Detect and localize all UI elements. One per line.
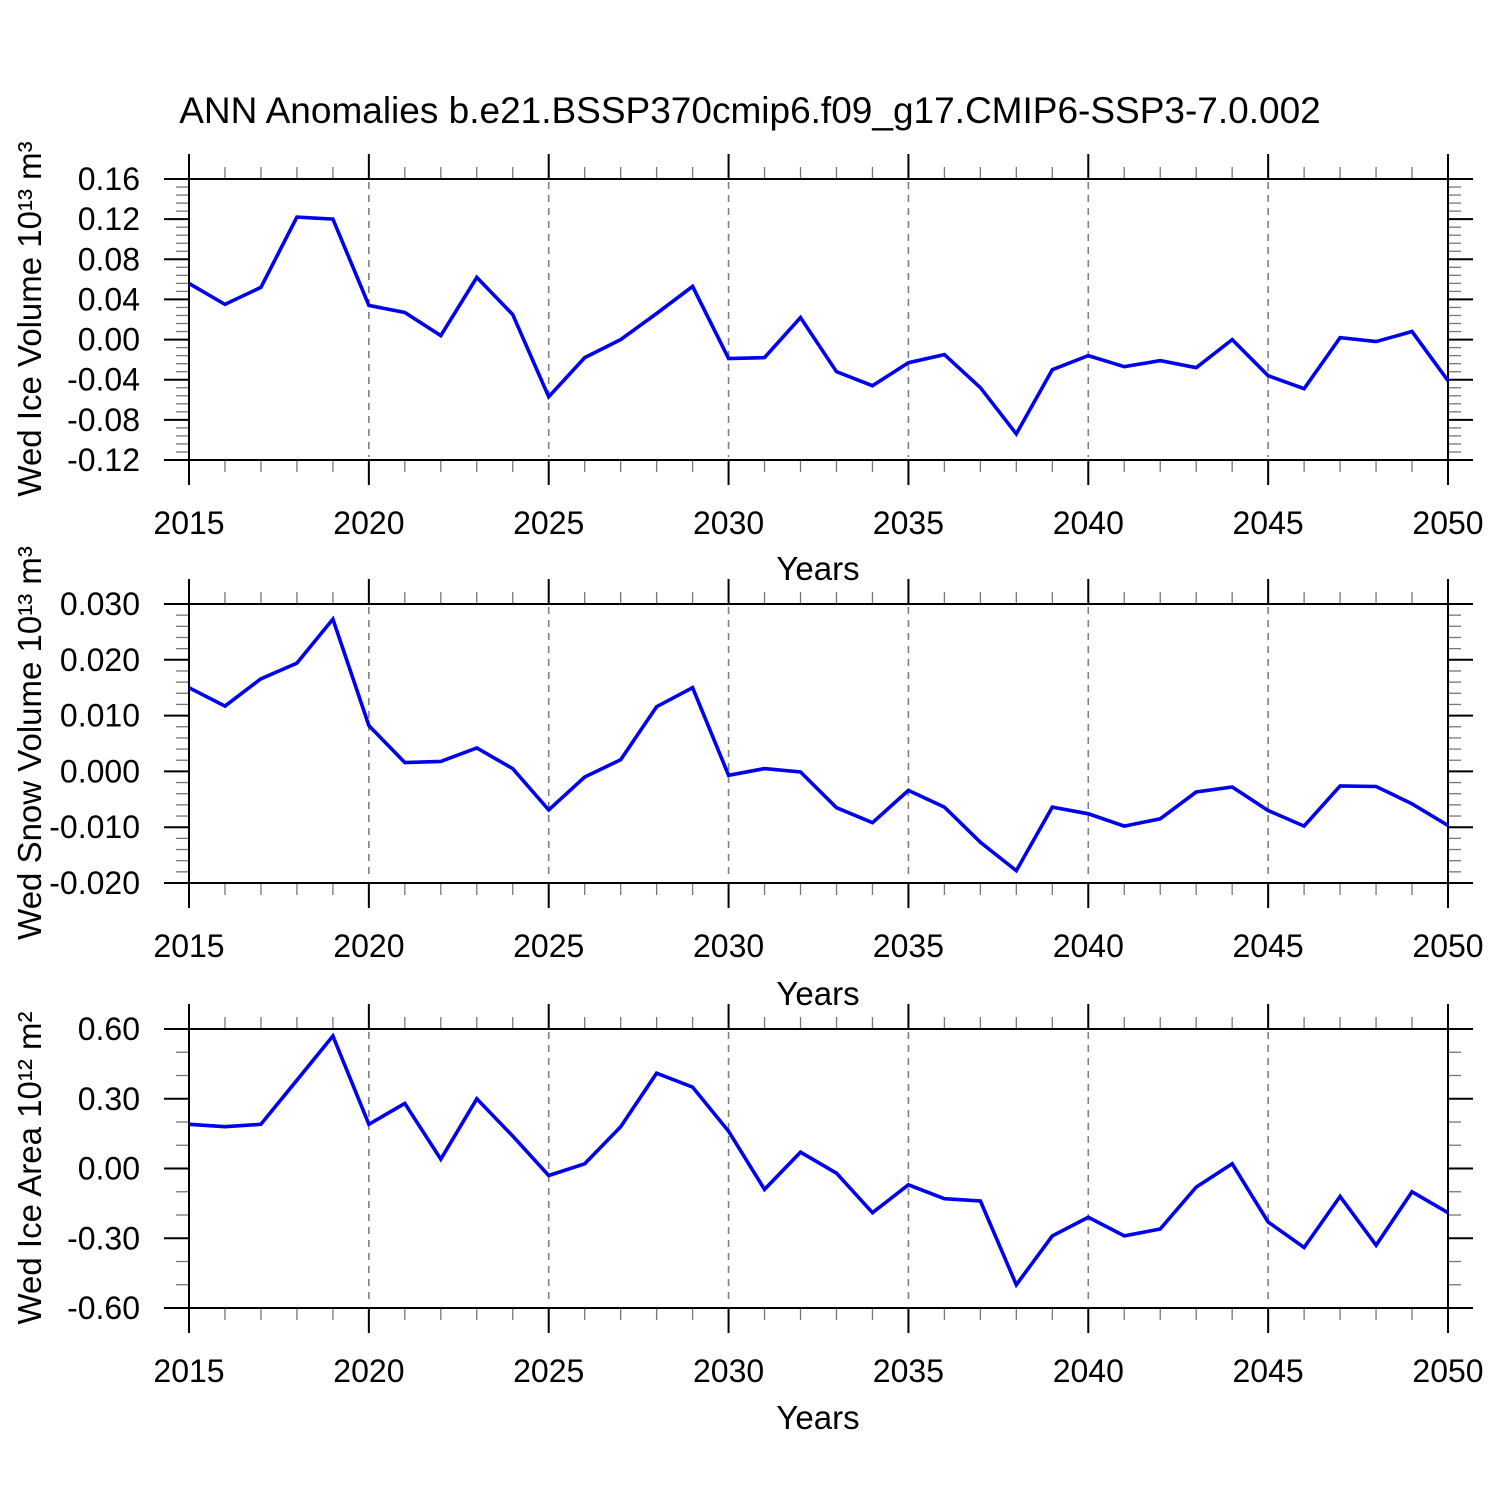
y-tick-label: 0.030: [60, 586, 140, 622]
y-axis-label-ice-area: Wed Ice Area 10¹² m²: [11, 1011, 48, 1325]
x-tick-label: 2030: [693, 505, 764, 541]
x-tick-label: 2035: [873, 928, 944, 964]
x-axis-label-years-panel1: Years: [776, 550, 860, 587]
x-tick-label: 2025: [513, 505, 584, 541]
y-tick-label: 0.010: [60, 698, 140, 734]
x-tick-label: 2020: [333, 1353, 404, 1389]
y-tick-label: 0.30: [78, 1081, 140, 1117]
panel-2: 0.030 0.020 0.010 0.000 -0.010 -0.020 2015 2020…: [49, 579, 1484, 964]
x-tick-label: 2040: [1053, 1353, 1124, 1389]
y-tick-label: 0.16: [78, 161, 140, 197]
y-tick-label: 0.04: [78, 281, 140, 317]
series-line: [188, 1032, 1449, 1289]
x-tick-label: 2015: [153, 505, 224, 541]
x-tick-label: 2050: [1412, 505, 1483, 541]
y-tick-label: -0.04: [67, 362, 140, 398]
y-tick-label: -0.020: [49, 865, 140, 901]
x-tick-label: 2045: [1233, 928, 1304, 964]
chart-title: ANN Anomalies b.e21.BSSP370cmip6.f09_g17…: [179, 90, 1321, 131]
plot-frame: [188, 603, 1449, 884]
panel-1: 0.16 0.12 0.08 0.04 0.00 -0.04 -0.08 -0.12 2015 2…: [67, 154, 1484, 541]
y-tick-label: 0.00: [78, 322, 140, 358]
y-tick-label: -0.08: [67, 402, 140, 438]
x-tick-label: 2020: [333, 928, 404, 964]
y-tick-label: -0.010: [49, 809, 140, 845]
x-tick-label: 2050: [1412, 1353, 1483, 1389]
x-tick-label: 2030: [693, 1353, 764, 1389]
x-tick-label: 2040: [1053, 505, 1124, 541]
y-tick-label: 0.00: [78, 1151, 140, 1187]
x-tick-label: 2020: [333, 505, 404, 541]
y-tick-label: 0.60: [78, 1011, 140, 1047]
y-tick-label: 0.08: [78, 241, 140, 277]
series-line: [188, 215, 1450, 438]
plot-frame: [188, 1028, 1449, 1309]
y-tick-label: -0.30: [67, 1220, 140, 1256]
y-tick-label: -0.60: [67, 1290, 140, 1326]
x-tick-label: 2025: [513, 928, 584, 964]
series-line: [188, 615, 1449, 874]
y-axis-label-ice-volume: Wed Ice Volume 10¹³ m³: [11, 141, 48, 497]
y-axis-label-snow-volume: Wed Snow Volume 10¹³ m³: [11, 546, 48, 940]
x-axis-label-years-panel3: Years: [776, 1399, 860, 1436]
x-tick-label: 2035: [873, 505, 944, 541]
x-tick-label: 2050: [1412, 928, 1483, 964]
y-tick-label: 0.12: [78, 201, 140, 237]
x-axis-label-years-panel2: Years: [776, 975, 860, 1012]
x-tick-label: 2045: [1233, 505, 1304, 541]
panel-3: 0.60 0.30 0.00 -0.30 -0.60 2015 2020 2025 2030 20…: [67, 1004, 1484, 1389]
x-tick-label: 2040: [1053, 928, 1124, 964]
y-tick-label: 0.020: [60, 642, 140, 678]
plot-frame: [188, 178, 1449, 461]
y-tick-label: 0.000: [60, 753, 140, 789]
x-tick-label: 2030: [693, 928, 764, 964]
x-tick-label: 2025: [513, 1353, 584, 1389]
x-tick-label: 2015: [153, 928, 224, 964]
x-tick-label: 2045: [1233, 1353, 1304, 1389]
x-tick-label: 2015: [153, 1353, 224, 1389]
y-tick-label: -0.12: [67, 442, 140, 478]
x-tick-label: 2035: [873, 1353, 944, 1389]
